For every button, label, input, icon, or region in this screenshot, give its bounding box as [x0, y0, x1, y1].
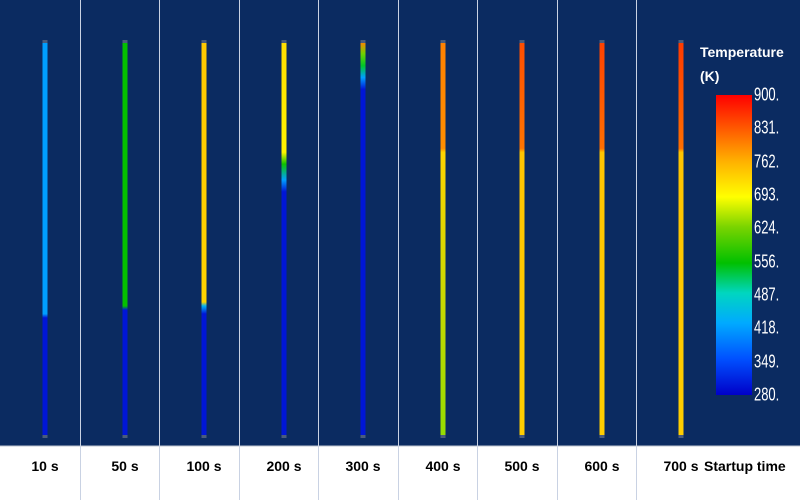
legend-title-line2: (K) [700, 68, 720, 84]
rod-cap-bottom [201, 435, 207, 438]
rod-600s [599, 42, 605, 436]
colorbar-tick-label: 624. [754, 217, 780, 238]
colorbar-tick-label: 693. [754, 184, 780, 205]
colorbar-tick-label: 556. [754, 251, 780, 272]
rod-cap-bottom [360, 435, 366, 438]
colorbar-tick-label: 280. [754, 384, 780, 405]
colorbar-tick-label: 349. [754, 351, 780, 372]
time-label: 10 s [31, 458, 59, 474]
rod-cap-top [281, 40, 287, 43]
rod-cap-top [599, 40, 605, 43]
time-label: 700 s [663, 458, 699, 474]
rod-200s [281, 42, 287, 436]
label-strip [0, 446, 800, 500]
rod-50s [122, 42, 128, 436]
rod-cap-bottom [42, 435, 48, 438]
colorbar-tick-label: 418. [754, 317, 780, 338]
rod-cap-top [519, 40, 525, 43]
time-label: 400 s [425, 458, 461, 474]
rod-cap-bottom [678, 435, 684, 438]
time-label: 500 s [504, 458, 540, 474]
rod-group [42, 40, 684, 438]
rod-cap-bottom [599, 435, 605, 438]
startup-time-label: Startup time [704, 458, 786, 474]
colorbar-tick-label: 900. [754, 84, 780, 105]
rod-cap-bottom [281, 435, 287, 438]
panel-dividers [80, 0, 637, 500]
rod-cap-top [360, 40, 366, 43]
time-label: 600 s [584, 458, 620, 474]
rod-10s [42, 42, 48, 436]
colorbar-tick-label: 831. [754, 117, 780, 138]
rod-400s [440, 42, 446, 436]
rod-cap-bottom [519, 435, 525, 438]
rod-cap-top [440, 40, 446, 43]
rod-cap-top [678, 40, 684, 43]
time-label: 100 s [186, 458, 222, 474]
rod-cap-top [201, 40, 207, 43]
rod-100s [201, 42, 207, 436]
rod-cap-bottom [440, 435, 446, 438]
rod-cap-top [122, 40, 128, 43]
colorbar [716, 95, 752, 395]
time-label: 200 s [266, 458, 302, 474]
rod-cap-top [42, 40, 48, 43]
time-label: 300 s [345, 458, 381, 474]
plot-background [0, 0, 800, 446]
legend-title: Temperature (K) [700, 40, 784, 88]
colorbar-tick-label: 762. [754, 151, 780, 172]
rod-300s [360, 42, 366, 436]
rod-700s [678, 42, 684, 436]
time-label: 50 s [111, 458, 139, 474]
colorbar-tick-label: 487. [754, 284, 780, 305]
rod-cap-bottom [122, 435, 128, 438]
legend-title-line1: Temperature [700, 44, 784, 60]
rod-500s [519, 42, 525, 436]
